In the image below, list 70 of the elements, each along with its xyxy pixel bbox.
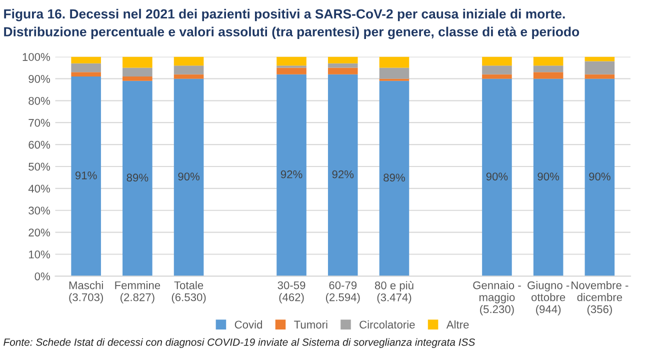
chart-subtitle: Distribuzione percentuale e valori assoluti (tra parentesi) per genere, classe di età e periodo <box>4 26 580 40</box>
bar <box>276 68 306 74</box>
data-label: 92% <box>332 170 354 178</box>
data-label: 90% <box>178 172 200 180</box>
y-tick-label: 80% <box>28 96 50 105</box>
bar <box>328 74 358 276</box>
data-label: 89% <box>384 174 405 182</box>
bar <box>122 80 152 276</box>
bar <box>533 56 564 66</box>
bar <box>328 68 358 74</box>
bar <box>379 56 410 68</box>
data-label: 90% <box>538 172 560 180</box>
x-tick-label: 80 e più (3.474) <box>374 281 414 304</box>
bar <box>174 74 204 79</box>
legend-label: Altre <box>446 320 469 329</box>
bar <box>584 56 615 62</box>
bar <box>379 68 410 79</box>
bar <box>328 63 358 68</box>
bar <box>71 56 101 64</box>
x-tick-label: 30-59 (462) <box>278 281 306 304</box>
bar <box>122 56 152 68</box>
x-tick-label: Gennaio - maggio (5.230) <box>473 281 521 316</box>
x-tick-label: Totale (6.530) <box>172 281 206 304</box>
bar <box>533 78 564 276</box>
bar <box>174 78 204 276</box>
bar <box>328 56 358 64</box>
bar <box>71 72 101 77</box>
bar <box>482 56 512 66</box>
bar <box>482 78 512 276</box>
y-tick-label: 30% <box>28 206 50 215</box>
source-note: Fonte: Schede Istat di decessi con diagnosi COVID-19 inviate al Sistema di sorveglianza integrata ISS <box>4 338 476 348</box>
data-label: 91% <box>75 171 97 180</box>
x-tick-label: Maschi (3.703) <box>69 281 103 304</box>
bar <box>71 63 101 72</box>
bar <box>71 76 101 276</box>
bar <box>174 66 204 74</box>
bar <box>584 78 615 276</box>
x-tick-label: 60-79 (2.594) <box>326 281 360 304</box>
bar <box>482 66 512 74</box>
legend-label: Circolatorie <box>360 320 415 329</box>
y-tick-label: 0% <box>34 272 50 280</box>
bar <box>584 61 615 74</box>
bar <box>379 80 410 276</box>
y-tick-label: 100% <box>22 53 50 61</box>
bar <box>482 74 512 79</box>
data-label: 90% <box>589 172 610 180</box>
bar <box>174 56 204 66</box>
legend-label: Tumori <box>294 320 328 329</box>
legend-label: Covid <box>234 320 262 329</box>
bar <box>533 72 564 79</box>
bar <box>122 68 152 77</box>
y-tick-label: 60% <box>28 140 50 149</box>
y-tick-label: 10% <box>29 250 50 258</box>
data-label: 89% <box>126 174 148 182</box>
y-tick-label: 50% <box>28 162 50 171</box>
x-tick-label: Novembre - dicembre (356) <box>572 281 628 316</box>
bar <box>276 74 306 276</box>
x-tick-label: Giugno - ottobre (944) <box>528 281 570 316</box>
data-label: 90% <box>486 172 508 180</box>
y-tick-label: 90% <box>28 75 50 83</box>
x-tick-label: Femmine (2.827) <box>115 281 160 304</box>
bar <box>122 76 152 81</box>
bar <box>276 56 306 66</box>
chart-title: Figura 16. Decessi nel 2021 dei pazienti positivi a SARS-CoV-2 per causa iniziale di morte. <box>4 8 565 22</box>
y-tick-label: 20% <box>28 228 50 236</box>
bar <box>533 66 564 72</box>
y-tick-label: 70% <box>28 118 50 127</box>
data-label: 92% <box>280 170 302 178</box>
bar <box>584 74 615 79</box>
y-tick-label: 40% <box>28 184 50 193</box>
